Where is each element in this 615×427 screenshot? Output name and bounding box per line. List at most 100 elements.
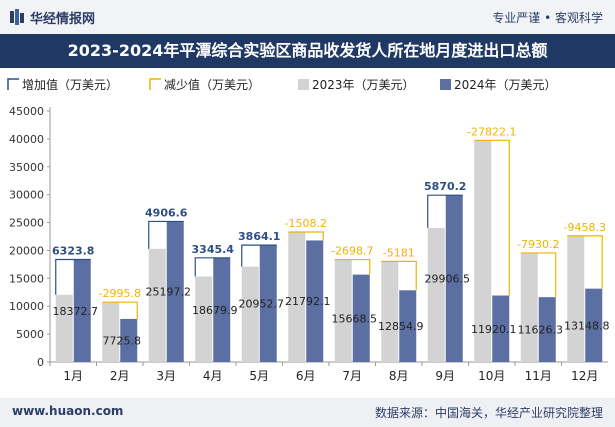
- value-label-2024: 20952.7: [239, 298, 285, 311]
- tagline: 专业严谨 • 客观科学: [492, 11, 603, 25]
- y-tick-label: 40000: [9, 133, 44, 146]
- y-tick-label: 45000: [9, 105, 44, 118]
- value-label-2024: 15668.5: [332, 312, 378, 325]
- y-tick-label: 10000: [9, 300, 44, 313]
- x-tick-label: 11月: [525, 369, 552, 383]
- change-label: 3345.4: [192, 243, 235, 256]
- value-label-2024: 18372.7: [53, 305, 99, 318]
- value-label-2024: 25197.2: [146, 286, 192, 299]
- x-tick-label: 4月: [203, 369, 223, 383]
- x-tick-label: 7月: [342, 369, 362, 383]
- top-bar: 华经情报网 专业严谨 • 客观科学: [0, 0, 615, 34]
- logo: 华经情报网: [10, 8, 96, 27]
- value-label-2024: 29906.5: [425, 273, 471, 286]
- bar-2023: [334, 259, 352, 362]
- bar-2024: [166, 221, 184, 362]
- bar-2024: [120, 318, 138, 362]
- footer-source: 数据来源：中国海关，华经产业研究院整理: [374, 406, 603, 420]
- bar-2024: [399, 290, 417, 362]
- bar-2023: [520, 252, 538, 362]
- y-tick-label: 25000: [9, 217, 44, 230]
- change-bracket: [520, 252, 557, 298]
- y-tick-label: 30000: [9, 189, 44, 202]
- value-label-2024: 7725.8: [103, 334, 142, 347]
- bar-2023: [195, 276, 213, 362]
- value-label-2024: 18679.9: [192, 304, 238, 317]
- y-tick-label: 0: [37, 356, 44, 369]
- bar-2024: [73, 259, 91, 362]
- footer: www.huaon.com 数据来源：中国海关，华经产业研究院整理: [0, 398, 615, 427]
- change-bracket: [102, 301, 138, 319]
- change-label: -2698.7: [331, 245, 373, 258]
- logo-icon: [10, 9, 24, 25]
- value-label-2024: 12854.9: [378, 320, 424, 333]
- legend-label-0: 增加值（万美元）: [22, 77, 118, 92]
- x-tick-label: 3月: [156, 369, 176, 383]
- title-bar: 2023-2024年平潭综合实验区商品收发货人所在地月度进出口总额: [0, 34, 615, 68]
- change-bracket: [381, 260, 417, 291]
- legend-swatch-0: [7, 78, 19, 90]
- bar-2023: [427, 227, 445, 362]
- change-bracket: [474, 139, 510, 296]
- bar-2023: [241, 266, 259, 362]
- x-tick-label: 2月: [110, 369, 130, 383]
- bar-2023: [102, 302, 120, 362]
- y-tick-label: 20000: [9, 244, 44, 257]
- bar-2023: [567, 235, 585, 362]
- change-label: -27822.1: [467, 125, 516, 138]
- change-bracket: [567, 235, 603, 289]
- x-tick-label: 1月: [63, 369, 83, 383]
- x-tick-label: 6月: [296, 369, 316, 383]
- change-label: 4906.6: [145, 206, 188, 219]
- change-label: 3864.1: [238, 230, 280, 243]
- change-bracket: [148, 220, 184, 249]
- bar-2024: [538, 297, 556, 362]
- change-label: -1508.2: [285, 217, 327, 230]
- change-bracket: [334, 258, 371, 275]
- legend-swatch-2: [298, 79, 309, 90]
- legend-label-2: 2023年（万美元）: [312, 78, 415, 92]
- change-bracket: [194, 257, 231, 277]
- bars: 6323.8 18372.7-2995.8 7725.8 4906.6 25197.2 3…: [52, 125, 610, 362]
- bar-2024: [585, 288, 603, 362]
- chart: 增加值（万美元） 减少值（万美元） 2023年（万美元） 2024年（万美元） 0 50…: [7, 77, 610, 383]
- bar-2023: [55, 294, 73, 362]
- value-label-2024: 11920.1: [471, 323, 517, 336]
- y-tick-label: 5000: [16, 328, 44, 341]
- bar-2024: [259, 245, 277, 362]
- legend-swatch-1: [149, 78, 161, 90]
- value-label-2024: 13148.8: [564, 319, 610, 332]
- value-label-2024: 11626.3: [518, 324, 564, 337]
- x-tick-label: 10月: [478, 369, 505, 383]
- change-bracket: [288, 231, 324, 241]
- bar-2024: [306, 240, 324, 362]
- bar-2023: [381, 261, 399, 362]
- bar-2024: [352, 274, 370, 362]
- bar-2024: [445, 195, 463, 362]
- bar-2023: [288, 232, 306, 362]
- x-tick-label: 8月: [389, 369, 409, 383]
- legend-label-1: 减少值（万美元）: [164, 77, 260, 92]
- bar-2023: [148, 248, 166, 362]
- bar-2024: [492, 295, 510, 362]
- change-label: -2995.8: [99, 287, 141, 300]
- chart-title: 2023-2024年平潭综合实验区商品收发货人所在地月度进出口总额: [67, 41, 548, 60]
- change-label: -9458.3: [564, 221, 606, 234]
- y-tick-label: 15000: [9, 272, 44, 285]
- legend: 增加值（万美元） 减少值（万美元） 2023年（万美元） 2024年（万美元）: [7, 77, 557, 92]
- legend-swatch-3: [440, 79, 451, 90]
- change-label: -5181: [383, 246, 415, 259]
- x-tick-label: 9月: [435, 369, 455, 383]
- x-axis: 1月 2月 3月 4月 5月 6月 7月 8月 9月 10月 11月 12月: [49, 362, 598, 383]
- change-label: 5870.2: [424, 180, 466, 193]
- legend-label-3: 2024年（万美元）: [454, 78, 557, 92]
- x-tick-label: 5月: [249, 369, 269, 383]
- logo-text: 华经情报网: [30, 11, 96, 27]
- value-label-2024: 21792.1: [285, 295, 331, 308]
- change-bracket: [55, 258, 91, 295]
- footer-website: www.huaon.com: [12, 404, 124, 418]
- bar-2023: [474, 140, 492, 362]
- change-bracket: [427, 194, 463, 228]
- y-tick-label: 35000: [9, 161, 44, 174]
- change-label: 6323.8: [52, 245, 94, 258]
